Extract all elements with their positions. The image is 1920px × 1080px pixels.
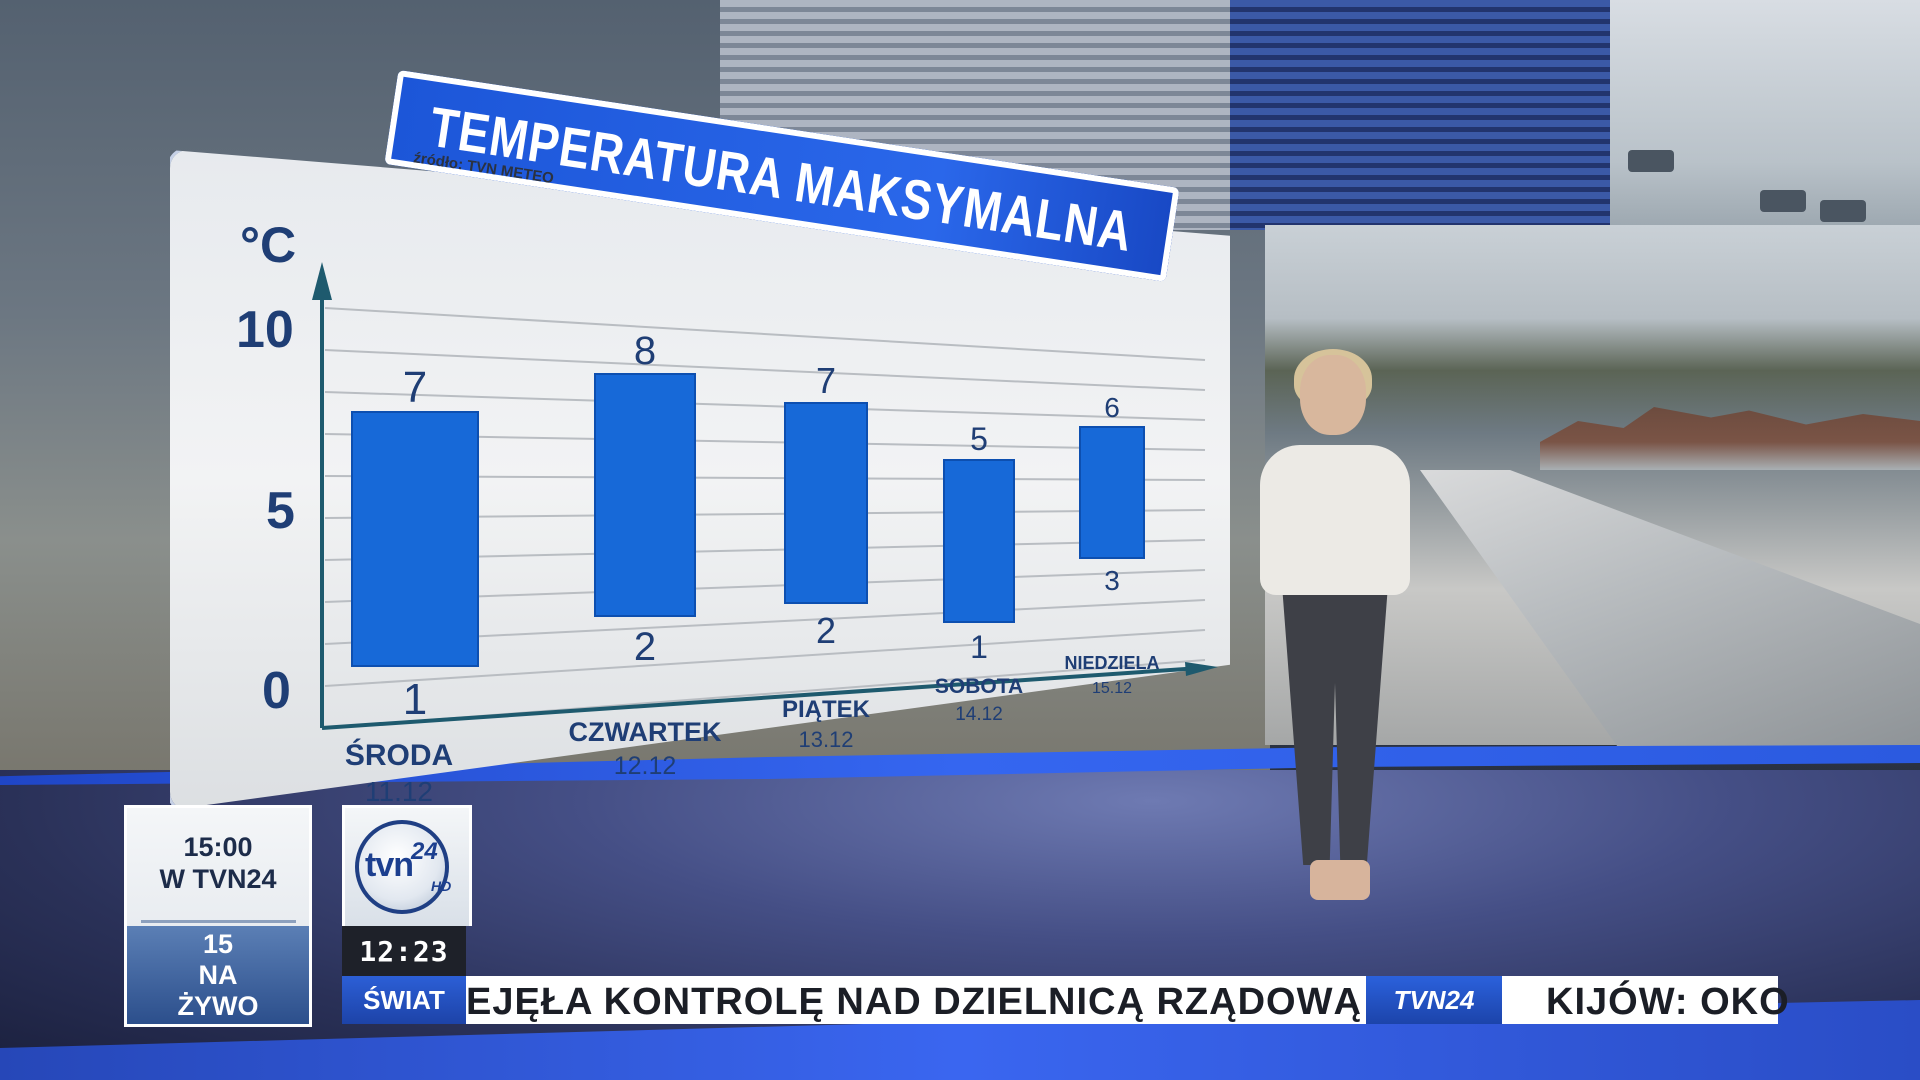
max-value-label: 5 [970,421,988,457]
news-ticker: EJĘŁA KONTROLĘ NAD DZIELNICĄ RZĄDOWĄ [466,976,1778,1024]
x-axis [321,666,1201,730]
promo-schedule: 15:00 W TVN24 [127,808,309,918]
gridline [324,349,1206,391]
presenter-sweater [1260,445,1410,595]
channel-logo: tvn 24 HD [342,805,472,926]
temperature-bar [594,373,696,617]
temperature-bar [784,402,868,604]
studio-light [1820,200,1866,222]
temperature-bar [351,411,479,667]
promo-show: 15 NA ŻYWO [127,926,309,1024]
min-value-label: 1 [403,675,427,724]
ticker-next-headline: KIJÓW: OKO [1546,981,1790,1023]
promo-line: ŻYWO [177,990,259,1021]
temperature-bar [1079,426,1145,559]
logo-number: 24 [411,838,438,865]
presenter-face [1300,355,1366,435]
y-axis-arrow [312,262,332,300]
weather-presenter [1250,349,1430,955]
day-label: NIEDZIELA [1064,653,1159,673]
day-label: ŚRODA [345,738,453,772]
max-value-label: 6 [1104,392,1120,423]
promo-channel: W TVN24 [159,864,277,894]
max-value-label: 8 [634,329,656,373]
date-label: 15.12 [1092,680,1132,697]
gridline [324,307,1206,361]
on-air-clock: 12:23 [342,926,466,976]
temperature-bar [943,459,1015,623]
promo-line: NA [198,959,238,990]
min-value-label: 2 [634,625,656,669]
promo-line: 15 [202,928,234,959]
logo-text: tvn [365,846,414,884]
min-value-label: 3 [1104,565,1120,596]
date-label: 11.12 [365,776,433,807]
y-tick-label: 10 [236,301,294,359]
promo-time: 15:00 [183,832,253,862]
ticker-category: ŚWIAT [342,976,466,1024]
max-value-label: 7 [816,360,836,401]
x-axis-arrow [1185,662,1218,676]
max-value-label: 7 [403,363,427,412]
y-axis-unit: °C [240,217,296,273]
y-tick-label: 5 [266,482,295,540]
studio-light [1628,150,1674,172]
presenter-legs [1282,585,1388,865]
y-tick-label: 0 [262,662,291,720]
date-label: 12.12 [614,752,677,780]
day-label: PIĄTEK [782,696,871,723]
ticker-brand: TVN24 [1366,976,1502,1024]
gridline [324,391,1206,421]
promo-box: 15:00 W TVN24 15 NA ŻYWO [124,805,312,1027]
promo-divider [141,920,296,923]
logo-disc [355,820,449,914]
blue-blinds [1230,0,1610,230]
date-label: 14.12 [955,704,1003,725]
presenter-shoes [1310,860,1370,900]
date-label: 13.12 [798,727,853,752]
logo-hd: HD [431,878,452,894]
gridline [324,629,1206,687]
day-label: CZWARTEK [569,717,722,747]
min-value-label: 1 [970,629,988,665]
min-value-label: 2 [816,610,836,651]
ticker-headline: EJĘŁA KONTROLĘ NAD DZIELNICĄ RZĄDOWĄ [466,981,1362,1023]
day-label: SOBOTA [935,675,1023,698]
studio-light [1760,190,1806,212]
